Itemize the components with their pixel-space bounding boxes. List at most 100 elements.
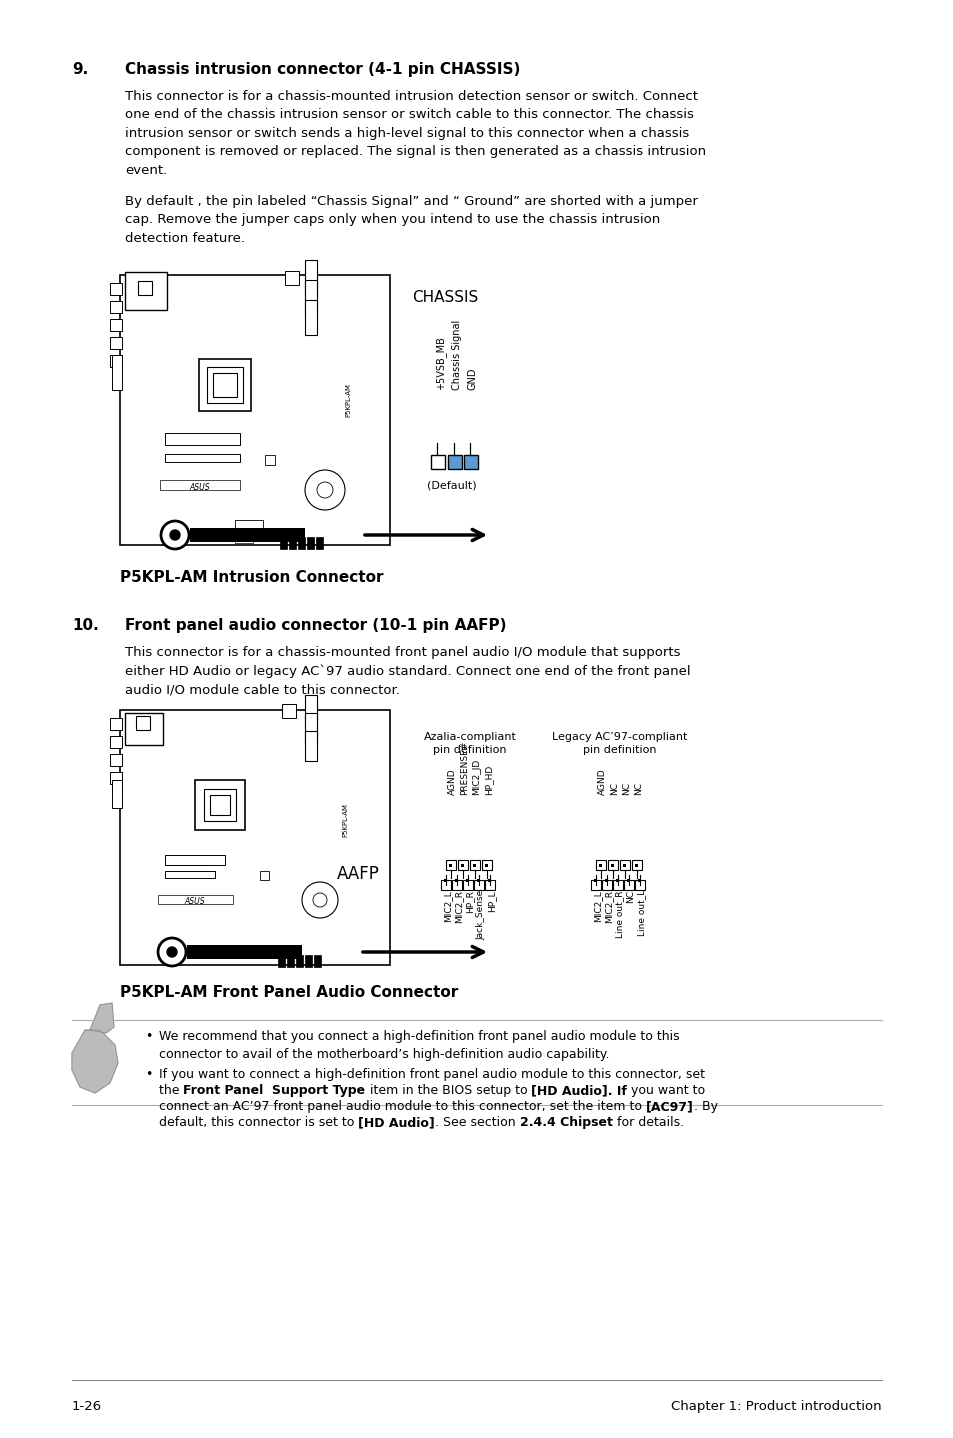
Text: NC: NC	[625, 890, 635, 903]
Bar	[194, 779, 245, 830]
Circle shape	[305, 470, 345, 510]
Text: +5VSB_MB: +5VSB_MB	[435, 336, 445, 390]
Bar	[610, 864, 614, 867]
Circle shape	[161, 521, 189, 549]
Bar	[474, 880, 483, 890]
Text: If you want to connect a high-definition front panel audio module to this connec: If you want to connect a high-definition…	[159, 1068, 704, 1081]
Bar	[473, 864, 476, 867]
Bar	[234, 536, 253, 544]
Bar	[204, 789, 235, 821]
Text: This connector is for a chassis-mounted front panel audio I/O module that suppor: This connector is for a chassis-mounted …	[125, 646, 690, 697]
Bar	[136, 716, 150, 731]
Bar	[305, 731, 316, 761]
Text: CHASSIS: CHASSIS	[412, 290, 477, 305]
Bar	[158, 894, 233, 905]
Circle shape	[316, 482, 333, 498]
Bar	[305, 955, 312, 966]
Circle shape	[302, 881, 337, 917]
Bar	[470, 860, 479, 870]
Bar	[638, 879, 640, 881]
Text: . See section: . See section	[435, 1116, 519, 1129]
Bar	[594, 879, 597, 881]
Bar	[455, 879, 457, 881]
Text: Jack_Sense: Jack_Sense	[476, 890, 484, 940]
Bar	[305, 260, 316, 295]
Text: Chapter 1: Product introduction: Chapter 1: Product introduction	[671, 1401, 882, 1414]
Bar	[305, 695, 316, 725]
Bar	[440, 880, 451, 890]
Text: 9.: 9.	[71, 62, 89, 78]
Text: HP_R: HP_R	[464, 890, 474, 913]
Bar	[613, 880, 622, 890]
Bar	[604, 879, 607, 881]
Bar	[282, 705, 295, 718]
Bar	[110, 754, 122, 766]
Text: P5KPL-AM: P5KPL-AM	[345, 383, 351, 417]
Bar	[481, 860, 492, 870]
Text: AGND: AGND	[598, 768, 606, 795]
Bar	[598, 864, 601, 867]
Bar	[277, 955, 285, 966]
Bar	[443, 879, 447, 881]
Bar	[110, 736, 122, 748]
Bar	[110, 283, 122, 295]
Bar	[314, 955, 320, 966]
Bar	[210, 795, 230, 815]
Bar	[110, 772, 122, 784]
Text: MIC2_R: MIC2_R	[603, 890, 613, 923]
Text: By default , the pin labeled “Chassis Signal” and “ Ground” are shorted with a j: By default , the pin labeled “Chassis Si…	[125, 196, 698, 244]
Bar	[165, 454, 240, 462]
Bar	[484, 880, 495, 890]
Text: MIC2_L: MIC2_L	[442, 890, 452, 922]
Bar	[462, 880, 473, 890]
Bar	[260, 871, 269, 880]
Bar	[449, 864, 452, 867]
Polygon shape	[71, 1030, 118, 1093]
Bar	[446, 860, 456, 870]
Circle shape	[313, 893, 327, 907]
Bar	[631, 860, 641, 870]
Bar	[138, 280, 152, 295]
Polygon shape	[90, 1002, 113, 1032]
Bar	[307, 536, 314, 549]
Text: HP_HD: HP_HD	[483, 765, 493, 795]
Bar	[280, 536, 287, 549]
Bar	[187, 945, 302, 959]
Text: •: •	[145, 1068, 152, 1081]
Bar	[601, 880, 612, 890]
Text: AGND: AGND	[448, 768, 456, 795]
Text: PRESENSE#: PRESENSE#	[459, 741, 469, 795]
Bar	[460, 864, 463, 867]
Bar	[619, 860, 629, 870]
Text: HP_L: HP_L	[486, 890, 496, 912]
Text: NC: NC	[634, 782, 642, 795]
Bar	[213, 372, 236, 397]
Text: NC: NC	[621, 782, 630, 795]
Bar	[165, 871, 214, 879]
Bar	[622, 864, 625, 867]
Bar	[110, 336, 122, 349]
Text: Azalia-compliant
pin definition: Azalia-compliant pin definition	[423, 732, 516, 755]
Bar	[452, 880, 461, 890]
Bar	[448, 454, 461, 469]
Text: NC: NC	[609, 782, 618, 795]
Circle shape	[158, 938, 186, 966]
Bar	[110, 355, 122, 367]
Text: for details.: for details.	[612, 1116, 683, 1129]
Bar	[488, 879, 491, 881]
Bar	[199, 360, 251, 411]
Text: 1-26: 1-26	[71, 1401, 102, 1414]
Text: item in the BIOS setup to: item in the BIOS setup to	[365, 1084, 531, 1097]
Bar	[125, 713, 163, 745]
Bar	[112, 355, 122, 390]
Text: default, this connector is set to: default, this connector is set to	[159, 1116, 358, 1129]
Text: •: •	[145, 1030, 152, 1043]
Bar	[160, 480, 240, 490]
Bar	[165, 856, 225, 866]
Bar	[110, 301, 122, 313]
Bar	[112, 779, 122, 808]
Text: Line out_L: Line out_L	[637, 890, 645, 936]
Bar	[465, 879, 469, 881]
Bar	[623, 880, 634, 890]
Text: Front panel audio connector (10-1 pin AAFP): Front panel audio connector (10-1 pin AA…	[125, 618, 506, 633]
